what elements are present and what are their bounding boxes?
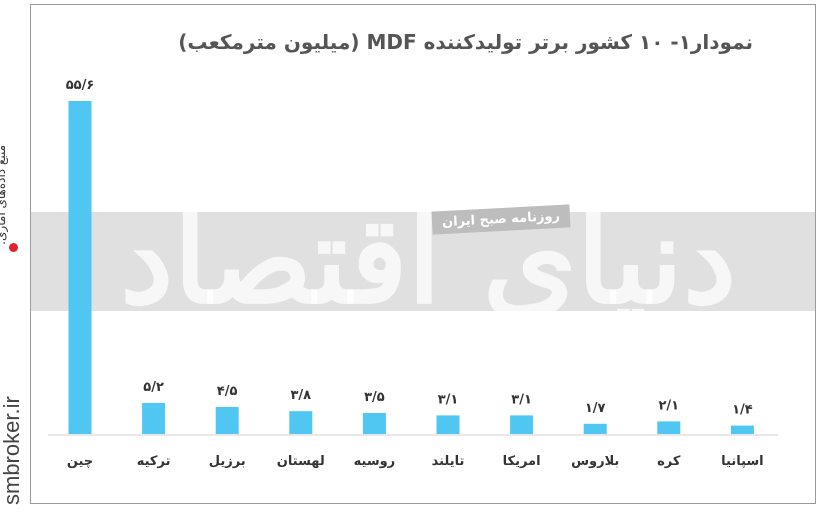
bar-9 (730, 425, 754, 434)
watermark-logo: دنیای اقتصاد (120, 190, 740, 331)
category-label-1: ترکیه (137, 454, 171, 469)
bar-2 (215, 407, 239, 434)
bar-0 (68, 101, 92, 434)
category-label-5: تایلند (432, 454, 465, 469)
value-label-0: ۵۵/۶ (66, 78, 95, 93)
value-label-9: ۱/۴ (732, 403, 753, 418)
bar-3 (289, 411, 313, 434)
value-label-2: ۴/۵ (217, 384, 238, 399)
value-label-8: ۲/۱ (658, 398, 679, 413)
bar-6 (510, 415, 534, 434)
category-label-4: روسیه (354, 454, 396, 469)
source-bullet-icon (9, 243, 18, 252)
category-label-0: چین (67, 454, 93, 469)
watermark-band (31, 212, 815, 311)
bar-8 (657, 421, 681, 434)
value-label-6: ۳/۱ (511, 392, 532, 407)
bar-7 (583, 423, 607, 434)
category-label-6: امریکا (503, 454, 541, 469)
value-label-4: ۳/۵ (364, 390, 385, 405)
value-label-1: ۵/۲ (143, 380, 164, 395)
category-label-8: کره (657, 454, 681, 469)
category-label-9: اسپانیا (721, 454, 764, 469)
bar-4 (362, 413, 386, 434)
category-label-7: بلاروس (571, 454, 619, 469)
bar-5 (436, 415, 460, 434)
chart-title: نمودار۱- ۱۰ کشور برتر تولیدکننده MDF (می… (178, 30, 753, 54)
value-label-5: ۳/۱ (438, 392, 459, 407)
category-label-2: برزیل (209, 454, 246, 469)
value-label-7: ۱/۷ (585, 401, 606, 416)
bar-1 (142, 402, 166, 434)
value-label-3: ۳/۸ (290, 388, 311, 403)
category-label-3: لهستان (277, 454, 325, 469)
